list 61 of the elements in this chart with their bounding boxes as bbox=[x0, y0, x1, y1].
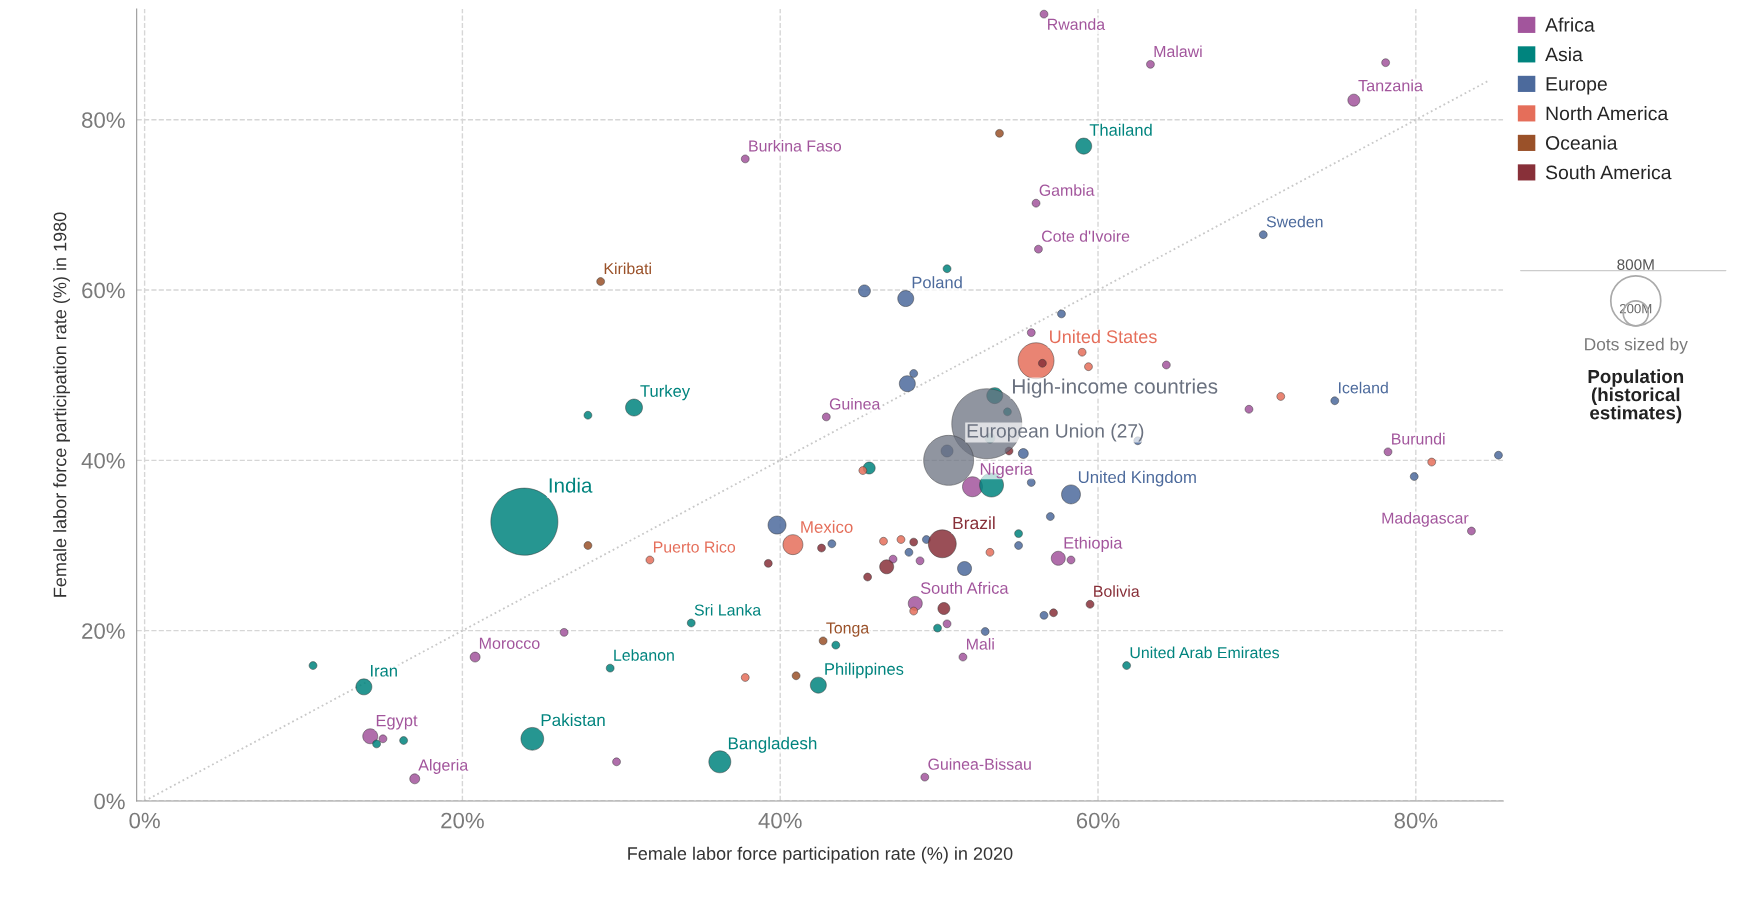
y-tick-label: 0% bbox=[94, 793, 125, 810]
x-tick-label: 80% bbox=[1394, 812, 1438, 829]
annotation: Poland bbox=[912, 276, 962, 289]
annotation: Gambia bbox=[1039, 184, 1095, 196]
annotation: Pakistan bbox=[541, 713, 605, 727]
legend-label: 800M bbox=[1617, 259, 1654, 270]
y-axis-title: Female labor force participation rate (%) in 1980 bbox=[53, 212, 70, 597]
annotation: Bolivia bbox=[1094, 585, 1140, 597]
annotation: Guinea-Bissau bbox=[928, 758, 1031, 770]
annotation: Thailand bbox=[1089, 123, 1152, 136]
y-tick-label: 80% bbox=[82, 112, 125, 128]
annotation: Kiribati bbox=[604, 262, 651, 275]
legend-label: Africa bbox=[1545, 17, 1595, 32]
y-tick-label: 60% bbox=[82, 282, 125, 299]
annotation: Iran bbox=[371, 665, 397, 677]
annotation: Turkey bbox=[640, 384, 691, 401]
y-tick-label: 20% bbox=[82, 623, 125, 639]
text: Dots sized by bbox=[1585, 337, 1688, 354]
annotation: Malawi bbox=[1154, 45, 1202, 58]
annotation: Sri Lanka bbox=[694, 604, 762, 616]
annotation: United Kingdom bbox=[1078, 470, 1196, 487]
annotation: Egypt bbox=[376, 714, 418, 730]
annotation: Lebanon bbox=[614, 649, 674, 661]
annotation: Philippines bbox=[825, 662, 904, 679]
legend-label: North America bbox=[1546, 106, 1669, 121]
legend-label: Asia bbox=[1545, 46, 1583, 62]
annotation: Brazil bbox=[953, 516, 995, 530]
annotation: Tanzania bbox=[1358, 79, 1423, 92]
x-tick-label: 60% bbox=[1076, 812, 1120, 829]
annotation: Guinea bbox=[829, 397, 881, 410]
legend-label: South America bbox=[1545, 165, 1672, 180]
annotation: Burkina Faso bbox=[749, 139, 842, 152]
annotation: India bbox=[549, 477, 593, 493]
y-tick-label: 40% bbox=[81, 452, 125, 469]
annotation: Bangladesh bbox=[728, 736, 817, 753]
annotation: United States bbox=[1050, 329, 1157, 344]
annotation: Algeria bbox=[418, 758, 469, 774]
x-axis-title: Female labor force participation rate (%) in 2020 bbox=[628, 846, 1013, 864]
annotation: Tonga bbox=[826, 622, 870, 637]
text: Population (historical estimates) bbox=[1588, 369, 1684, 424]
annotation: Mali bbox=[967, 638, 994, 650]
annotation: High-income countries bbox=[1013, 378, 1218, 398]
legend-label: Oceania bbox=[1545, 135, 1618, 150]
annotation: Morocco bbox=[479, 637, 540, 649]
annotation: South Africa bbox=[920, 581, 1009, 594]
annotation: Nigeria bbox=[980, 462, 1033, 479]
x-tick-label: 20% bbox=[441, 812, 484, 829]
x-tick-label: 0% bbox=[129, 812, 160, 829]
annotation: Mexico bbox=[801, 520, 853, 533]
annotation: European Union (27) bbox=[967, 423, 1144, 442]
x-tick-label: 40% bbox=[758, 812, 802, 829]
annotation: Cote d'Ivoire bbox=[1042, 230, 1130, 242]
annotation: Ethiopia bbox=[1064, 536, 1123, 552]
annotation: United Arab Emirates bbox=[1130, 646, 1280, 659]
annotation: Puerto Rico bbox=[653, 541, 736, 553]
annotation: Madagascar bbox=[1382, 512, 1469, 527]
legend-label: Europe bbox=[1546, 77, 1607, 95]
annotation: Iceland bbox=[1339, 381, 1388, 394]
annotation: Burundi bbox=[1392, 432, 1445, 445]
annotation: Sweden bbox=[1266, 215, 1323, 228]
annotation: Rwanda bbox=[1048, 18, 1106, 30]
